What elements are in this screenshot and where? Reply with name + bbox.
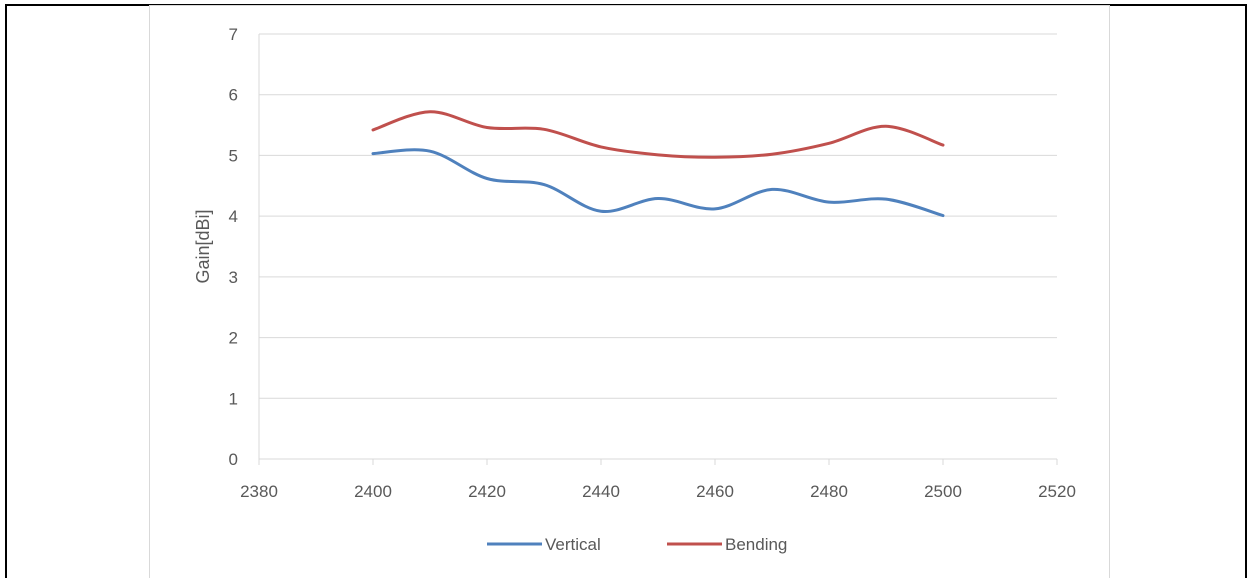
- y-tick-label: 0: [229, 450, 238, 469]
- gridlines: [259, 33, 1057, 399]
- chart-area: [149, 5, 1110, 578]
- x-tick-label: 2420: [468, 482, 506, 501]
- axes: [258, 34, 1058, 465]
- y-tick-labels: 0 1 2 3 4 5 6 7: [229, 25, 238, 469]
- y-tick-label: 5: [229, 146, 238, 165]
- x-tick-label: 2440: [582, 482, 620, 501]
- x-tick-label: 2400: [354, 482, 392, 501]
- legend-label-vertical: Vertical: [545, 535, 601, 554]
- series-lines: [371, 110, 945, 218]
- y-tick-label: 2: [229, 329, 238, 348]
- y-axis-title: Gain[dBi]: [193, 209, 213, 283]
- legend: Vertical Bending: [487, 535, 787, 554]
- y-tick-label: 1: [229, 389, 238, 408]
- series-line-bending: [371, 110, 945, 159]
- y-tick-label: 7: [229, 25, 238, 44]
- y-tick-label: 3: [229, 268, 238, 287]
- x-tick-label: 2520: [1038, 482, 1076, 501]
- x-tick-labels: 2380 2400 2420 2440 2460 2480 2500 2520: [240, 482, 1076, 501]
- x-tick-label: 2460: [696, 482, 734, 501]
- x-tick-label: 2500: [924, 482, 962, 501]
- x-tick-label: 2480: [810, 482, 848, 501]
- x-tick-label: 2380: [240, 482, 278, 501]
- y-tick-label: 4: [229, 207, 238, 226]
- y-tick-label: 6: [229, 86, 238, 105]
- series-line-vertical: [371, 148, 945, 218]
- legend-label-bending: Bending: [725, 535, 787, 554]
